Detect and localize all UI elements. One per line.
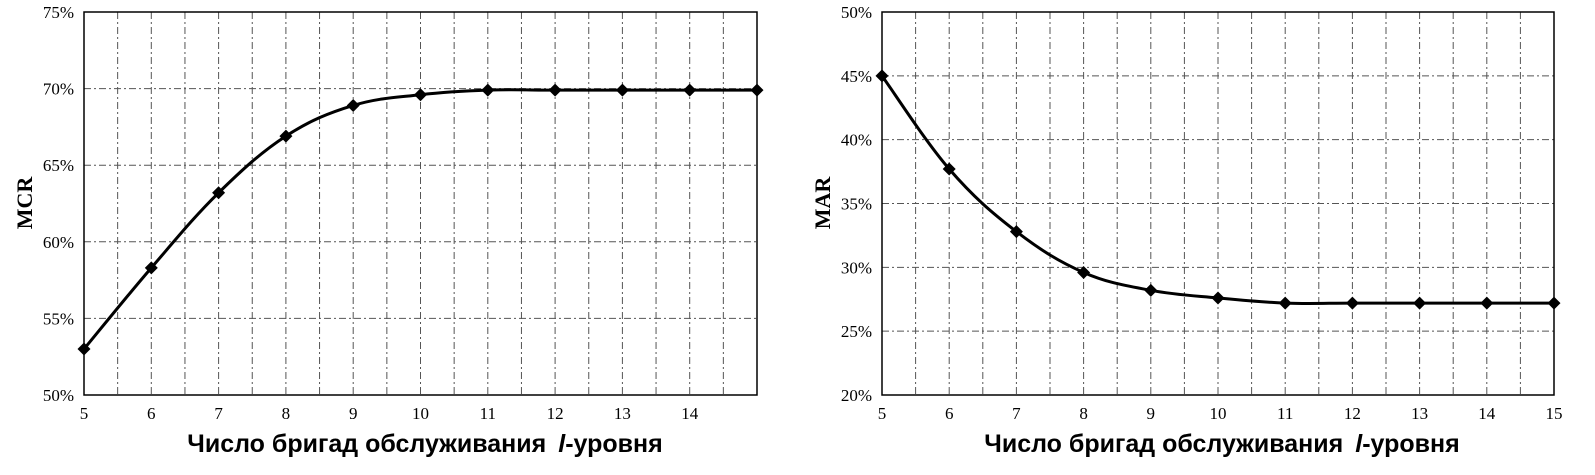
data-point bbox=[942, 162, 956, 176]
data-point bbox=[279, 129, 293, 143]
x-tick-label: 10 bbox=[1210, 404, 1227, 423]
plot-frame bbox=[83, 11, 758, 396]
x-tick-label: 6 bbox=[945, 404, 954, 423]
data-point bbox=[1345, 296, 1359, 310]
x-tick-label: 14 bbox=[1478, 404, 1496, 423]
x-axis-label-part: Число бригад обслуживания bbox=[984, 430, 1343, 458]
mar-chart: 20% 25% 30% 35% 40% 45% 50% 5 6 7 8 9 10 11 12 13 14 15 MA… bbox=[810, 3, 1563, 458]
y-tick-label: 50% bbox=[841, 3, 872, 22]
y-tick-label: 65% bbox=[43, 156, 74, 175]
y-tick-label: 70% bbox=[43, 80, 74, 99]
x-tick-label: 9 bbox=[349, 404, 358, 423]
y-tick-label: 20% bbox=[841, 386, 872, 405]
x-tick-label: 10 bbox=[412, 404, 429, 423]
data-point bbox=[750, 83, 764, 97]
x-axis-label: Число бригад обслуживания l-уровня bbox=[187, 430, 662, 458]
y-tick-label: 40% bbox=[841, 131, 872, 150]
x-tick-label: 5 bbox=[878, 404, 887, 423]
data-point bbox=[481, 83, 495, 97]
x-tick-label: 12 bbox=[1344, 404, 1361, 423]
x-tick-label: 13 bbox=[614, 404, 631, 423]
x-axis-label-part: -уровня bbox=[565, 430, 663, 458]
data-point bbox=[1144, 283, 1158, 297]
data-point bbox=[1009, 225, 1023, 239]
y-tick-label: 60% bbox=[43, 233, 74, 252]
plot-frame bbox=[881, 11, 1555, 396]
data-point bbox=[346, 98, 360, 112]
y-tick-label: 45% bbox=[841, 67, 872, 86]
x-tick-label: 8 bbox=[282, 404, 291, 423]
x-axis-label-part: Число бригад обслуживания bbox=[187, 430, 546, 458]
y-axis-label: MCR bbox=[12, 176, 37, 230]
data-point bbox=[1211, 291, 1225, 305]
x-tick-label: 8 bbox=[1079, 404, 1088, 423]
x-axis-label: Число бригад обслуживания l-уровня bbox=[984, 430, 1459, 458]
data-point bbox=[1480, 296, 1494, 310]
x-tick-label: 7 bbox=[1012, 404, 1021, 423]
x-tick-label: 6 bbox=[147, 404, 156, 423]
x-tick-label: 7 bbox=[214, 404, 223, 423]
data-point bbox=[875, 69, 889, 83]
data-point bbox=[144, 261, 158, 275]
data-point bbox=[1413, 296, 1427, 310]
x-tick-label: 11 bbox=[480, 404, 496, 423]
x-tick-label: 9 bbox=[1147, 404, 1156, 423]
x-tick-label: 13 bbox=[1411, 404, 1428, 423]
data-point bbox=[1077, 265, 1091, 279]
y-tick-label: 55% bbox=[43, 309, 74, 328]
data-point bbox=[1547, 296, 1561, 310]
y-tick-label: 25% bbox=[841, 322, 872, 341]
data-point bbox=[212, 186, 226, 200]
y-axis-label: MAR bbox=[810, 176, 835, 230]
x-axis-label-part: -уровня bbox=[1362, 430, 1460, 458]
data-point bbox=[683, 83, 697, 97]
x-tick-label: 14 bbox=[681, 404, 699, 423]
mcr-chart: 50% 55% 60% 65% 70% 75% 5 6 7 8 9 10 11 12 13 14 MCR Числ… bbox=[12, 3, 764, 458]
data-point bbox=[615, 83, 629, 97]
y-tick-label: 75% bbox=[43, 3, 74, 22]
x-axis-label-part: l bbox=[558, 430, 566, 458]
data-point bbox=[414, 88, 427, 102]
x-axis-label-part: l bbox=[1355, 430, 1363, 458]
x-tick-label: 12 bbox=[547, 404, 564, 423]
data-point bbox=[1278, 296, 1292, 310]
x-tick-label: 11 bbox=[1277, 404, 1293, 423]
data-point bbox=[548, 83, 562, 97]
series-line bbox=[82, 88, 757, 350]
y-tick-label: 30% bbox=[841, 258, 872, 277]
x-tick-label: 5 bbox=[80, 404, 89, 423]
data-point bbox=[77, 342, 91, 356]
y-tick-label: 35% bbox=[841, 195, 872, 214]
y-tick-label: 50% bbox=[43, 386, 74, 405]
x-tick-label: 15 bbox=[1546, 404, 1563, 423]
